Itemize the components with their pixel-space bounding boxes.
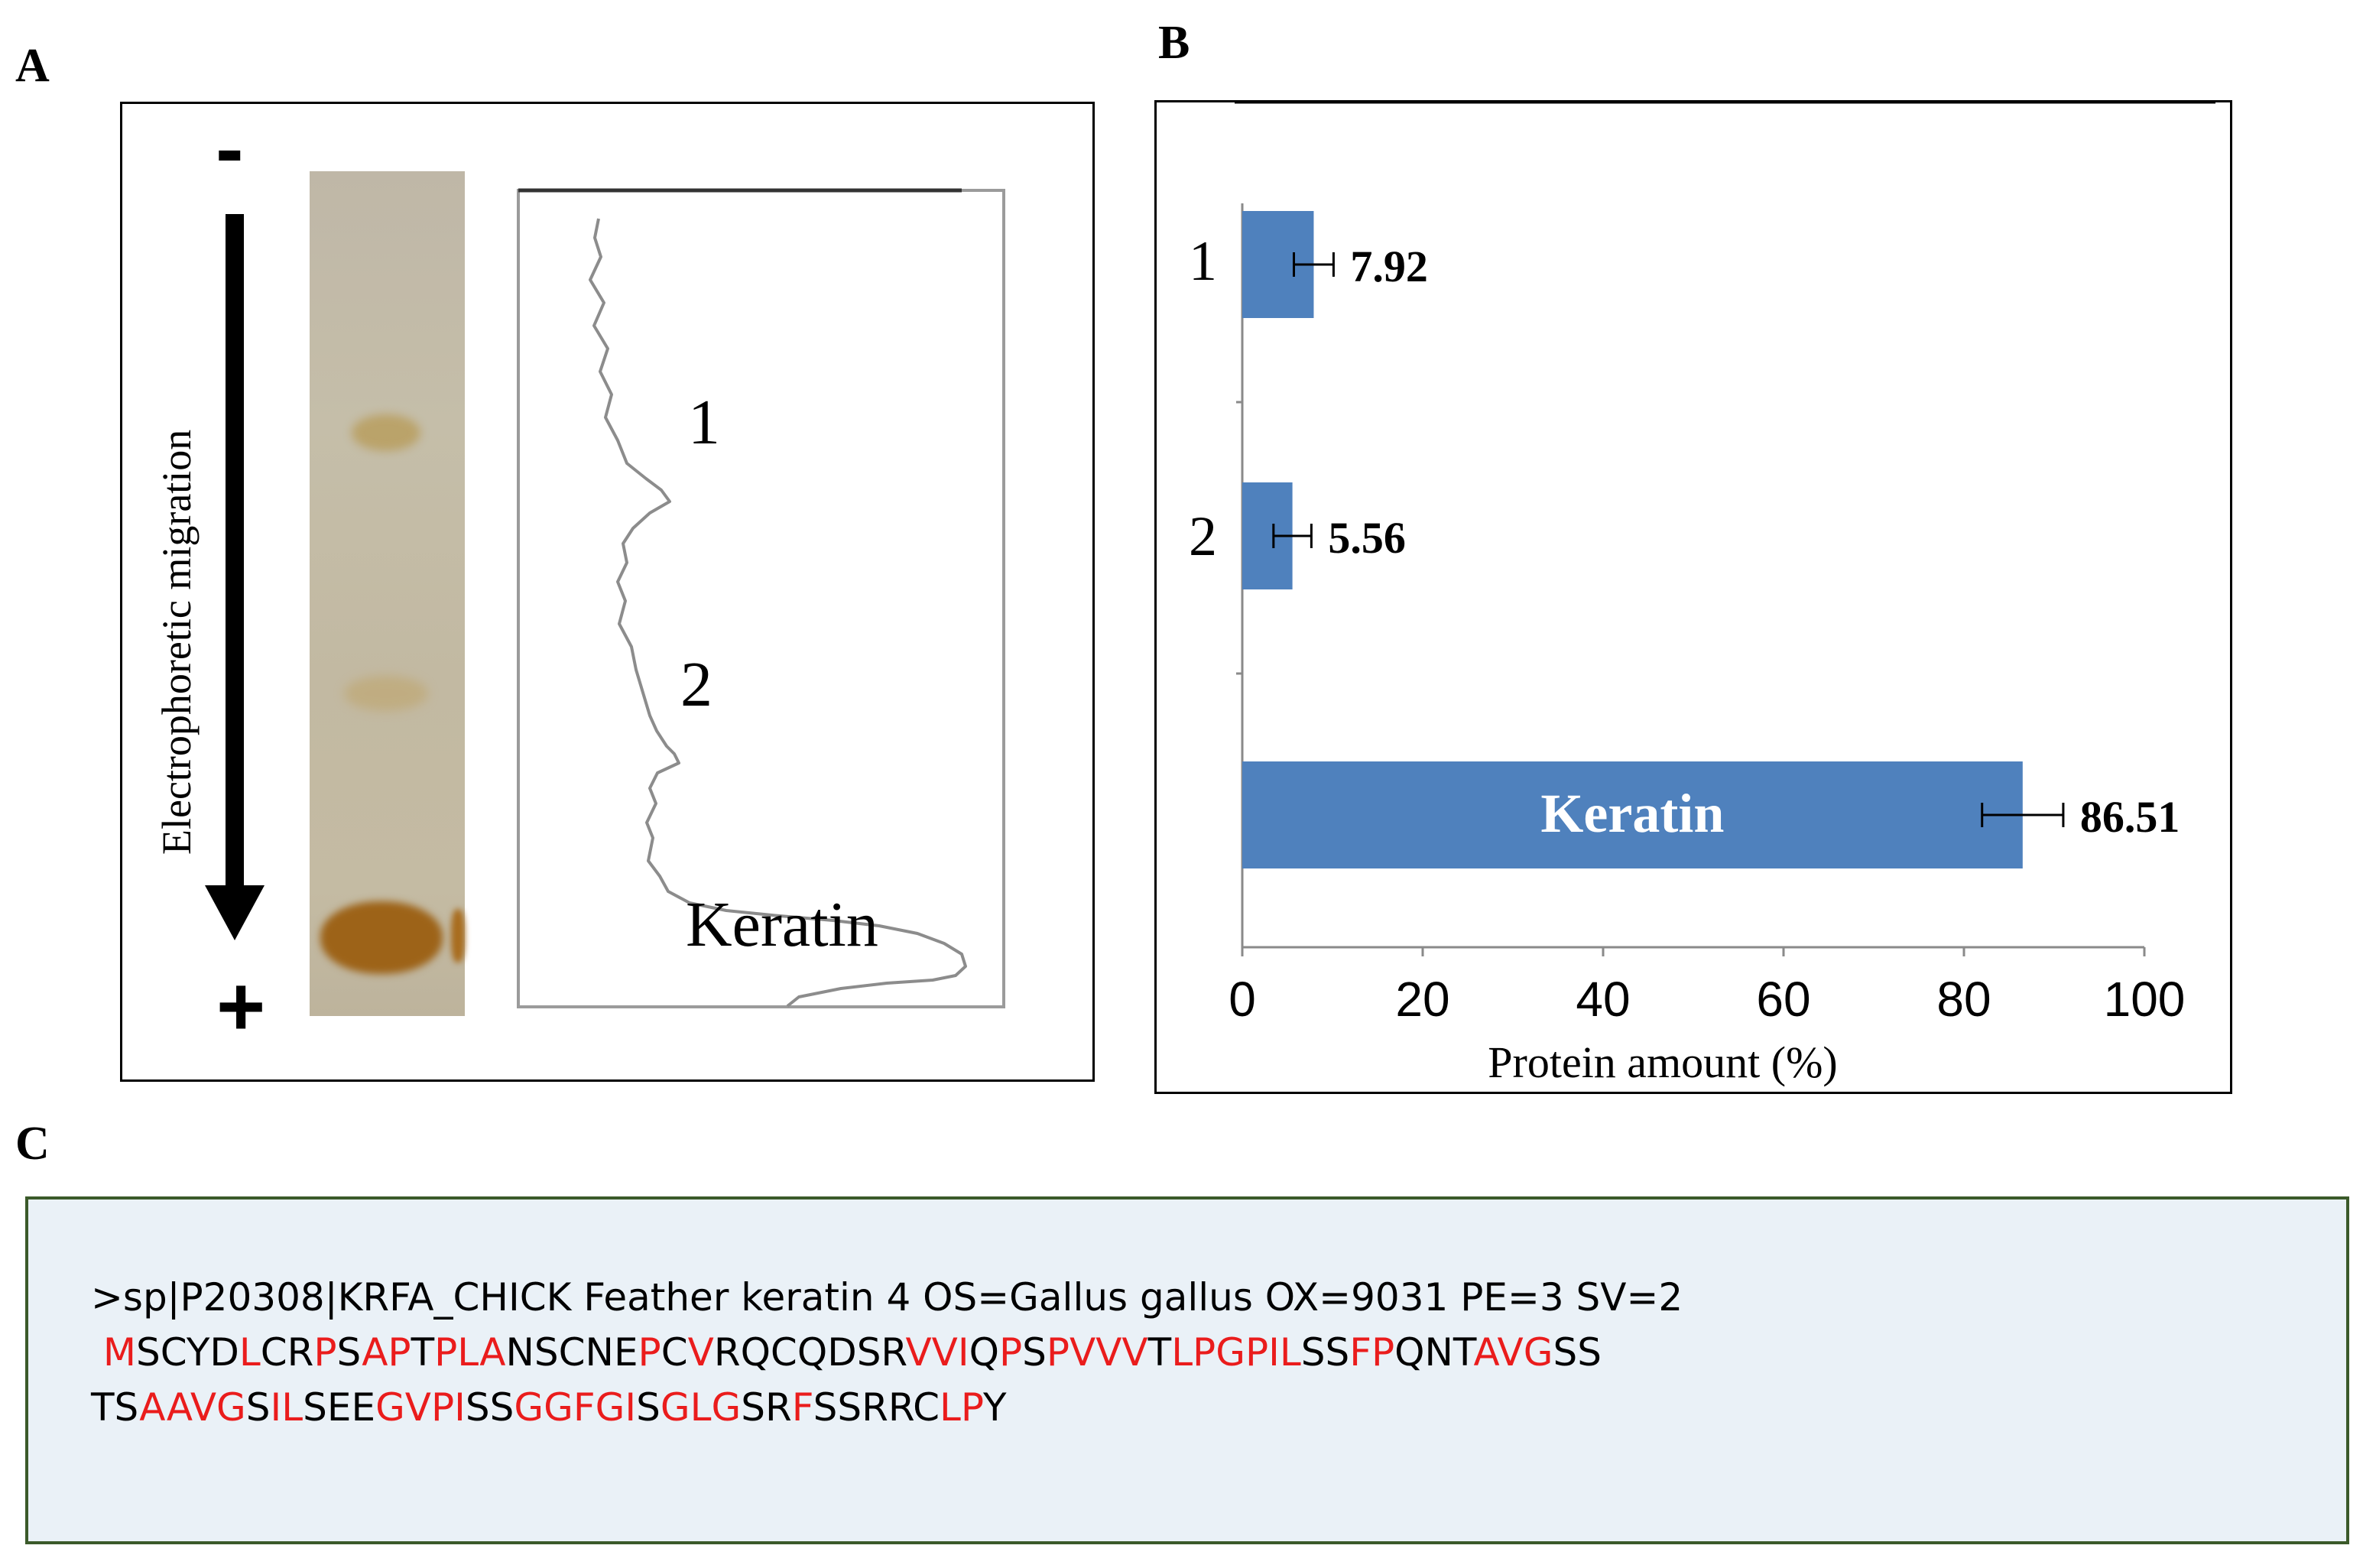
peak-label-1: 1 [688, 387, 720, 458]
residues: S [245, 1385, 271, 1430]
highlighted-residues: M [102, 1330, 137, 1375]
highlighted-residues: IL [270, 1385, 303, 1430]
gel-band-2 [344, 676, 428, 711]
residues: CR [260, 1330, 314, 1375]
highlighted-residues: PVVV [1046, 1330, 1148, 1375]
highlighted-residues: LPGPIL [1171, 1330, 1301, 1375]
residues: SSRRC [813, 1385, 940, 1430]
data-label-2: 86.51 [2080, 792, 2180, 842]
residues: Q [969, 1330, 999, 1375]
sequence-box: >sp|P20308|KRFA_CHICK Feather keratin 4 … [25, 1196, 2349, 1544]
residues: TS [91, 1385, 140, 1430]
highlighted-residues: PLA [434, 1330, 506, 1375]
category-label-2: 2 [1189, 505, 1217, 568]
x-tick-label-2: 40 [1576, 972, 1630, 1027]
residues: NSCNE [505, 1330, 638, 1375]
gel-lane-image [310, 171, 465, 1016]
highlighted-residues: F [791, 1385, 813, 1430]
highlighted-residues: LP [940, 1385, 983, 1430]
x-tick-label-1: 20 [1395, 972, 1449, 1027]
highlighted-residues: FP [1349, 1330, 1395, 1375]
x-tick-label-5: 100 [2104, 972, 2186, 1027]
residues: SS [1300, 1330, 1350, 1375]
residues: Y [982, 1385, 1007, 1430]
data-label-0: 7.92 [1350, 242, 1428, 291]
residues: C [661, 1330, 688, 1375]
highlighted-residues: VVI [905, 1330, 969, 1375]
migration-axis-label: Electrophoretic migration [154, 429, 200, 855]
densitometry-profile [517, 188, 1005, 1008]
sequence-header: >sp|P20308|KRFA_CHICK Feather keratin 4 … [91, 1275, 1683, 1320]
category-label-keratin: Keratin [1540, 783, 1724, 844]
residues: T [411, 1330, 435, 1375]
sequence-line-1: MSCYDLCRPSAPTPLANSCNEPCVRQCQDSRVVIQPSPVV… [91, 1325, 1602, 1380]
bar-chart: 7.92 5.56 86.51 1 2 Keratin 0 20 40 60 80 100 Protei… [1189, 100, 2215, 1087]
highlighted-residues: P [998, 1330, 1023, 1375]
bar-2 [1242, 761, 2023, 868]
residues: S [1022, 1330, 1047, 1375]
residues: SS [465, 1385, 514, 1430]
profile-trace [589, 218, 967, 1008]
highlighted-residues: L [239, 1330, 261, 1375]
residues [91, 1330, 103, 1375]
x-axis-title: Protein amount (%) [1488, 1037, 1837, 1087]
highlighted-residues: V [687, 1330, 714, 1375]
cathode-minus-sign: - [216, 102, 244, 196]
residues: S [336, 1330, 362, 1375]
highlighted-residues: P [313, 1330, 337, 1375]
highlighted-residues: AP [362, 1330, 411, 1375]
residues: SCYD [136, 1330, 239, 1375]
residues: RQCQDSR [713, 1330, 906, 1375]
gel-band-1 [352, 414, 420, 451]
residues: T [1147, 1330, 1172, 1375]
highlighted-residues: P [638, 1330, 661, 1375]
residues: QNT [1394, 1330, 1474, 1375]
sequence-line-2: TSAAVGSILSEEGVPISSGGFGISGLGSRFSSRRCLPY [91, 1380, 1007, 1435]
category-label-1: 1 [1189, 230, 1217, 293]
highlighted-residues: AVG [1473, 1330, 1553, 1375]
highlighted-residues: GVPI [375, 1385, 466, 1430]
peak-label-2: 2 [680, 649, 712, 720]
migration-arrow [205, 214, 265, 940]
highlighted-residues: GGFGI [514, 1385, 637, 1430]
panel-a-letter: A [15, 40, 50, 92]
gel-band-keratin [320, 901, 443, 974]
residues: SEE [303, 1385, 376, 1430]
panel-b-letter: B [1158, 17, 1190, 69]
peak-label-keratin: Keratin [686, 889, 878, 960]
anode-plus-sign: + [216, 959, 266, 1053]
x-tick-label-0: 0 [1229, 972, 1256, 1027]
residues: SS [1553, 1330, 1602, 1375]
residues: S [636, 1385, 661, 1430]
data-label-1: 5.56 [1328, 513, 1406, 563]
panel-a-frame: 1 2 Keratin [120, 102, 1095, 1082]
x-tick-label-4: 80 [1936, 972, 1991, 1027]
profile-frame [517, 189, 1005, 1008]
panel-c-letter: C [15, 1118, 50, 1170]
gel-band-keratin-edge [451, 909, 465, 963]
highlighted-residues: GLG [660, 1385, 742, 1430]
residues: SR [741, 1385, 792, 1430]
highlighted-residues: AAVG [139, 1385, 246, 1430]
x-tick-label-3: 60 [1756, 972, 1810, 1027]
